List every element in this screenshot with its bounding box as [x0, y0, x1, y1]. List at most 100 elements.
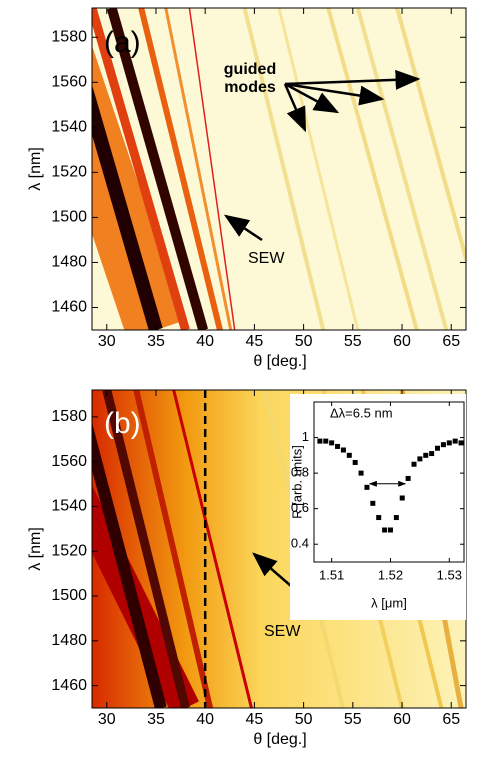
x-tick-label: 30 [98, 333, 116, 350]
x-tick-label: 45 [245, 333, 263, 350]
data-point [440, 442, 446, 448]
x-tick-label: 40 [196, 711, 214, 728]
x-tick-label: 55 [344, 711, 362, 728]
x-tick-label: 45 [245, 711, 263, 728]
x-tick-label: 1.51 [319, 567, 344, 582]
y-tick-label: 1 [302, 429, 309, 444]
data-point [382, 527, 388, 533]
y-tick-label: 1580 [51, 28, 87, 45]
x-tick-label: 30 [98, 711, 116, 728]
arrow [283, 83, 307, 133]
data-point [323, 438, 329, 444]
data-point [335, 443, 341, 449]
arrow [284, 69, 421, 90]
y-axis-label: R [arb. units] [289, 445, 304, 519]
x-tick-label: 60 [393, 333, 411, 350]
y-tick-label: 1560 [51, 453, 87, 470]
heatmap-band [92, 8, 190, 330]
data-point [358, 470, 364, 476]
data-point [329, 440, 335, 446]
inset-background [290, 394, 466, 620]
data-point [405, 475, 411, 481]
heatmap-band [355, 8, 449, 330]
y-tick-label: 1500 [51, 587, 87, 604]
heatmap-band [133, 390, 214, 708]
annotation: SEW [264, 623, 301, 640]
arrow [284, 82, 340, 114]
x-tick-label: 1.53 [437, 567, 462, 582]
y-tick-label: 1480 [51, 632, 87, 649]
y-tick-label: 1460 [51, 677, 87, 694]
x-tick-label: 35 [147, 711, 165, 728]
data-point [458, 440, 464, 446]
heatmap-band [106, 8, 209, 330]
x-axis-label: θ [deg.] [253, 731, 306, 748]
y-tick-label: 1520 [51, 164, 87, 181]
panel-label: (b) [104, 407, 141, 440]
x-tick-label: 65 [442, 333, 460, 350]
data-point [429, 451, 435, 457]
y-tick-label: 1520 [51, 542, 87, 559]
heatmap-band [188, 8, 236, 330]
y-tick-label: 1540 [51, 119, 87, 136]
y-axis-label: λ [nm] [27, 527, 44, 571]
x-axis-label: θ [deg.] [253, 353, 306, 370]
data-point [387, 527, 393, 533]
annotation: SEW [248, 250, 285, 267]
y-tick-label: 1580 [51, 408, 87, 425]
y-tick-label: 0.8 [291, 465, 309, 480]
x-tick-label: 35 [147, 333, 165, 350]
data-point [446, 440, 452, 446]
x-tick-label: 50 [295, 333, 313, 350]
heatmap-band [92, 84, 163, 330]
y-tick-label: 1500 [51, 209, 87, 226]
y-tick-label: 1540 [51, 498, 87, 515]
data-point [364, 484, 370, 490]
x-tick-label: 65 [442, 711, 460, 728]
x-axis-label: λ [μm] [371, 595, 407, 610]
panel-label: (a) [104, 26, 141, 59]
y-axis-label: λ [nm] [27, 147, 44, 191]
data-point [423, 452, 429, 458]
data-point [393, 515, 399, 521]
heatmap-band [164, 8, 233, 330]
plot-frame [91, 7, 467, 331]
data-point [411, 461, 417, 467]
y-tick-label: 0.4 [291, 536, 309, 551]
x-tick-label: 55 [344, 333, 362, 350]
data-point [340, 447, 346, 453]
data-point [376, 515, 382, 521]
data-point [435, 445, 441, 451]
heatmap-band [242, 8, 326, 330]
data-point [417, 456, 423, 462]
annotation: modes [224, 79, 276, 96]
y-tick-label: 1460 [51, 299, 87, 316]
x-tick-label: 40 [196, 333, 214, 350]
x-tick-label: 50 [295, 711, 313, 728]
y-tick-label: 0.6 [291, 500, 309, 515]
heatmap-band [138, 8, 223, 330]
data-point [346, 452, 352, 458]
arrow [223, 214, 263, 242]
heatmap-band [326, 8, 419, 330]
heatmap-image [92, 8, 466, 330]
inset: 1.51 1.52 1.53 0.4 0.6 0.8 1 λ [μm] R [arb. unit… [289, 394, 466, 620]
y-tick-label: 1560 [51, 74, 87, 91]
heatmap-band [102, 390, 190, 708]
arrow [284, 82, 385, 106]
data-point [317, 438, 323, 444]
panel: 30 35 40 45 50 55 60 65 1460 1480 1500 1520 1540 1560… [27, 7, 467, 370]
plot-frame [313, 401, 465, 563]
y-tick-label: 1480 [51, 254, 87, 271]
heatmap-band [172, 390, 253, 708]
heatmap-band [92, 422, 167, 708]
heatmap-band [395, 8, 466, 266]
x-tick-label: 60 [393, 711, 411, 728]
x-tick-label: 1.52 [378, 567, 403, 582]
data-point [452, 438, 458, 444]
heatmap-band [277, 8, 360, 330]
annotation: guided [224, 61, 276, 78]
inset-title: Δλ=6.5 nm [330, 405, 393, 420]
